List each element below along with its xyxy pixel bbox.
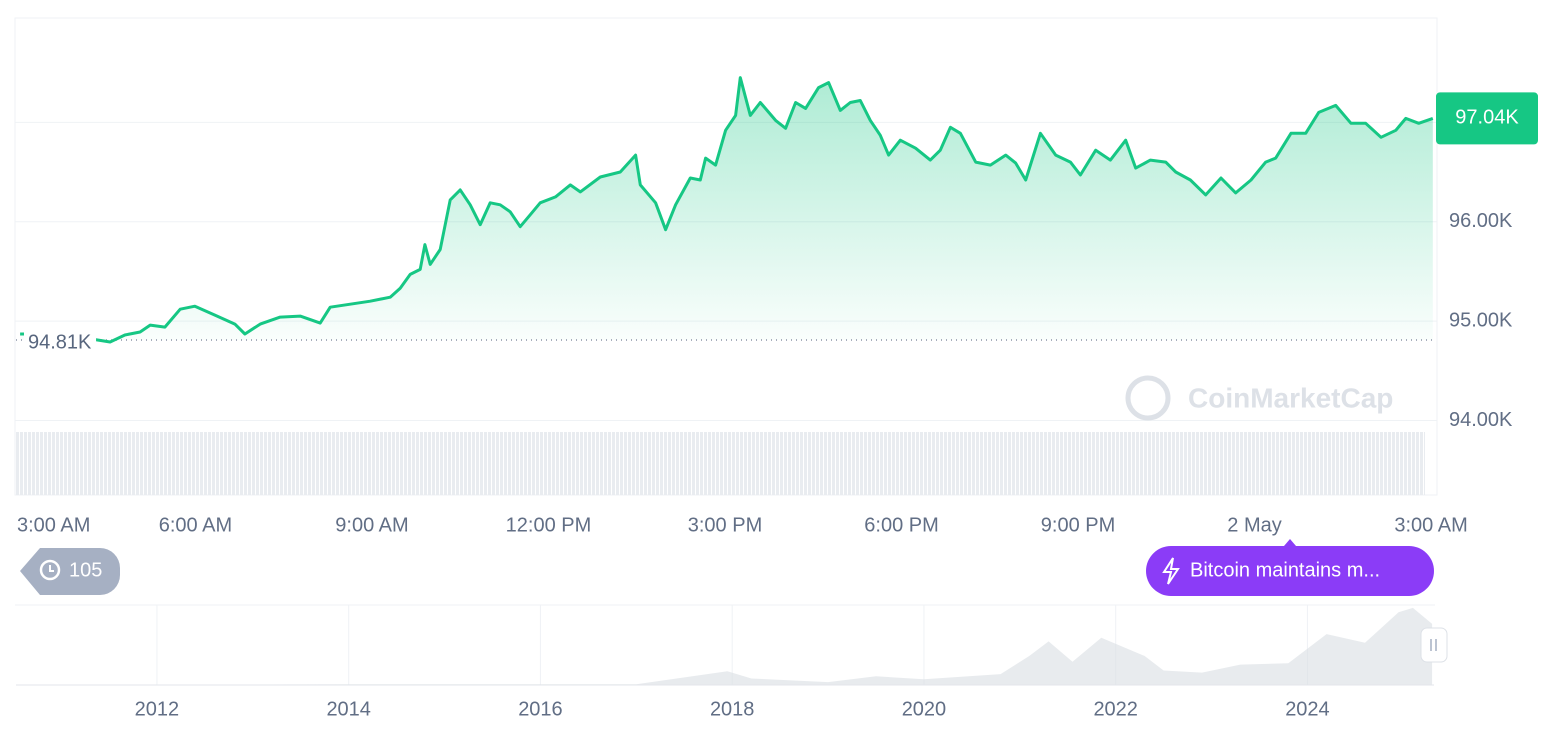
- x-tick-label: 2024: [1285, 698, 1330, 720]
- price-line: [20, 76, 1434, 344]
- x-tick-label: 2014: [326, 698, 371, 720]
- x-tick-label: 2020: [902, 698, 947, 720]
- watermark-text: CoinMarketCap: [1188, 382, 1393, 413]
- navigator: 2012 2014 2016 2018 2020 2022 2024: [16, 605, 1434, 720]
- x-tick-label: 2018: [710, 698, 755, 720]
- history-badge[interactable]: 105: [20, 548, 120, 595]
- news-text: Bitcoin maintains m...: [1190, 559, 1380, 581]
- x-tick-label: 2 May: [1227, 514, 1281, 536]
- x-tick-label: 2016: [518, 698, 563, 720]
- history-count: 105: [69, 559, 102, 581]
- reference-label-bg: [24, 331, 97, 354]
- news-pill[interactable]: Bitcoin maintains m...: [1146, 539, 1434, 596]
- x-tick-label: 2012: [135, 698, 180, 720]
- x-tick-label: 3:00 AM: [1394, 514, 1467, 536]
- area-fill: [20, 77, 1433, 342]
- main-chart: 94.00K95.00K96.00K97.00K94.81K97.04K3:00…: [15, 76, 1538, 536]
- y-tick-label: 95.00K: [1449, 309, 1513, 331]
- x-tick-label: 3:00 PM: [688, 514, 762, 536]
- x-tick-label: 3:00 AM: [17, 514, 90, 536]
- volume-band: [15, 432, 1425, 495]
- x-tick-label: 6:00 PM: [864, 514, 938, 536]
- y-tick-label: 96.00K: [1449, 210, 1513, 232]
- x-tick-label: 12:00 PM: [506, 514, 592, 536]
- navigator-handle[interactable]: [1420, 627, 1448, 663]
- x-tick-label: 9:00 AM: [335, 514, 408, 536]
- current-price-label: 97.04K: [1455, 107, 1519, 129]
- area-fill: [17, 607, 1433, 685]
- reference-label: 94.81K: [28, 331, 92, 353]
- current-price-box: [1436, 92, 1538, 145]
- x-tick-label: 9:00 PM: [1041, 514, 1115, 536]
- watermark: CoinMarketCap: [1125, 375, 1393, 421]
- x-tick-label: 6:00 AM: [159, 514, 232, 536]
- y-tick-label: 94.00K: [1449, 409, 1513, 431]
- x-tick-label: 2022: [1093, 698, 1138, 720]
